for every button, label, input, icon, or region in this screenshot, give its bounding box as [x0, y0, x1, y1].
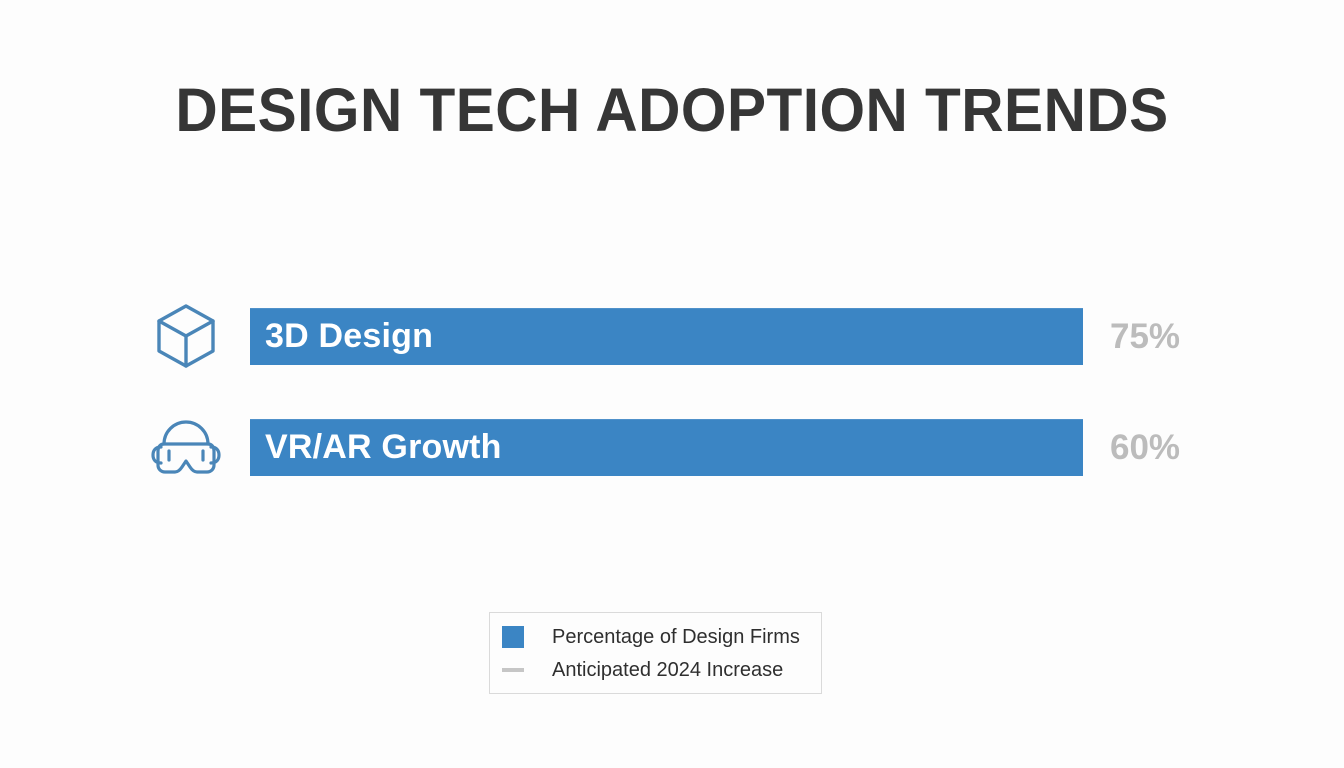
bar-value: 60%: [1110, 428, 1181, 467]
chart-legend: Percentage of Design Firms Anticipated 2…: [489, 612, 822, 694]
legend-item-percentage: Percentage of Design Firms: [502, 622, 800, 652]
chart-row-3d-design: 3D Design 75%: [150, 296, 1250, 376]
bar-fill: [250, 308, 1083, 365]
legend-item-anticipated: Anticipated 2024 Increase: [502, 655, 783, 685]
bar-track: 3D Design: [250, 308, 1083, 365]
legend-item-label: Anticipated 2024 Increase: [552, 659, 784, 681]
legend-square-swatch-icon: [502, 626, 524, 648]
bar-track: VR/AR Growth: [250, 419, 1083, 476]
bar-fill: [250, 419, 1083, 476]
vr-headset-icon: [150, 411, 222, 483]
legend-item-label: Percentage of Design Firms: [552, 626, 800, 648]
bar-value: 75%: [1110, 317, 1181, 356]
bar-label: VR/AR Growth: [265, 428, 502, 466]
page-title: DESIGN TECH ADOPTION TRENDS: [175, 76, 1169, 144]
cube-icon: [150, 300, 222, 372]
bar-label: 3D Design: [265, 317, 434, 355]
chart-row-vr-ar-growth: VR/AR Growth 60%: [150, 407, 1250, 487]
legend-line-swatch-icon: [502, 668, 524, 672]
